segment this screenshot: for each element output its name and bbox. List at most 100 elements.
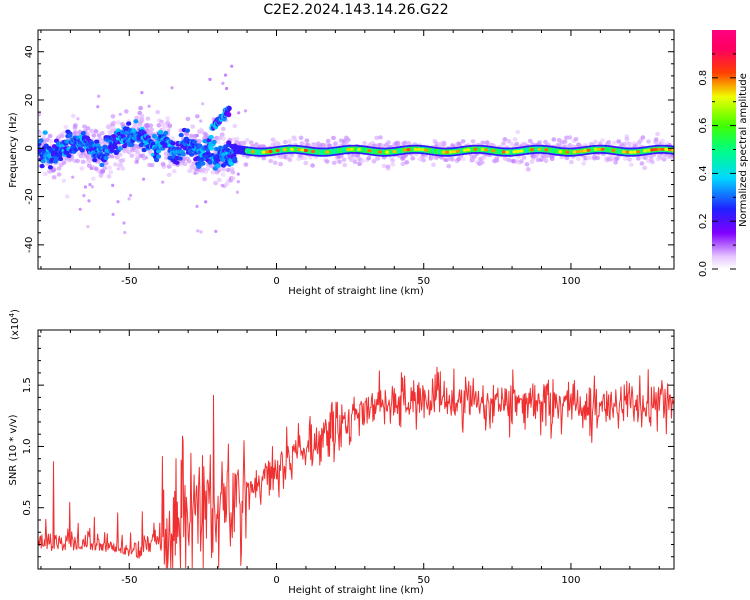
heatmap-cell	[56, 166, 62, 171]
heatmap-cell	[478, 160, 484, 165]
heatmap-cell	[524, 162, 530, 167]
heatmap-cell	[501, 141, 506, 146]
heatmap-cell	[133, 119, 139, 124]
spectrogram-panel: -50 0 50 100 -40 -20 0 20 40 Height of straight…	[8, 29, 749, 297]
heatmap-cell	[421, 158, 426, 163]
heatmap-cell	[198, 169, 202, 173]
heatmap-cell	[78, 207, 82, 211]
heatmap-cell	[374, 156, 380, 161]
y-tick-label: 40	[24, 45, 35, 58]
heatmap-cell	[657, 155, 663, 161]
heatmap-cell	[204, 200, 208, 204]
heatmap-cell	[646, 148, 651, 152]
heatmap-cell	[59, 133, 65, 139]
heatmap-cell	[325, 150, 330, 154]
heatmap-cell	[349, 147, 354, 151]
heatmap-cell	[402, 140, 408, 145]
heatmap-cell	[193, 166, 197, 170]
heatmap-cell	[103, 161, 109, 166]
heatmap-cell	[270, 137, 276, 142]
heatmap-cell	[141, 147, 147, 153]
heatmap-cell	[575, 156, 581, 161]
snr-y-multiplier: (x104)	[8, 309, 21, 340]
heatmap-cell	[420, 148, 425, 152]
heatmap-cell	[484, 148, 489, 152]
heatmap-cell	[216, 177, 222, 183]
heatmap-cell	[241, 140, 247, 145]
heatmap-cell	[356, 147, 361, 152]
heatmap-cell	[521, 155, 527, 160]
heatmap-cell	[117, 146, 123, 151]
heatmap-cell	[378, 135, 383, 140]
heatmap-cell	[111, 120, 117, 125]
heatmap-cell	[254, 142, 259, 147]
y-tick-label: 0.5	[22, 500, 33, 516]
heatmap-cell	[502, 156, 508, 161]
heatmap-cell	[635, 156, 641, 161]
heatmap-cell	[102, 166, 108, 171]
heatmap-cell	[342, 162, 348, 168]
heatmap-cell	[223, 73, 228, 77]
heatmap-cell	[345, 137, 351, 143]
heatmap-cell	[265, 150, 270, 154]
heatmap-cell	[208, 134, 214, 140]
heatmap-cell	[122, 143, 128, 149]
heatmap-cell	[378, 150, 383, 154]
heatmap-cell	[109, 154, 115, 159]
heatmap-cell	[200, 161, 206, 166]
heatmap-cell	[90, 176, 96, 181]
heatmap-cell	[470, 157, 476, 163]
x-tick-label: 50	[417, 575, 430, 586]
colorbar: 0.0 0.2 0.4 0.6 0.8 Normalized spectral ampl…	[698, 30, 749, 277]
heatmap-cell	[102, 144, 108, 149]
heatmap-cell	[646, 139, 651, 144]
heatmap-cell	[194, 114, 200, 119]
heatmap-cell	[38, 138, 44, 143]
heatmap-cell	[512, 137, 518, 142]
heatmap-cell	[299, 141, 305, 146]
heatmap-cell	[268, 149, 273, 154]
heatmap-cell	[162, 127, 167, 132]
heatmap-cell	[85, 126, 91, 131]
heatmap-cell	[324, 159, 330, 164]
x-tick-label: -50	[121, 276, 137, 287]
heatmap-cell	[460, 139, 466, 144]
heatmap-cell	[381, 163, 387, 169]
heatmap-cell	[344, 141, 349, 146]
heatmap-cell	[448, 150, 453, 154]
heatmap-cell	[250, 150, 255, 154]
heatmap-cell	[400, 161, 406, 167]
heatmap-cell	[161, 180, 165, 184]
heatmap-cell	[632, 150, 637, 154]
heatmap-cell	[227, 105, 232, 111]
colorbar-ticks: 0.0 0.2 0.4 0.6 0.8	[698, 53, 736, 277]
y-tick-label: 20	[24, 94, 35, 107]
heatmap-cell	[137, 122, 143, 128]
heatmap-cell	[129, 142, 135, 147]
heatmap-cell	[282, 148, 287, 152]
heatmap-cell	[230, 170, 236, 175]
spectrogram-x-ticks: -50 0 50 100	[40, 30, 660, 287]
heatmap-cell	[140, 91, 144, 95]
heatmap-cell	[86, 225, 90, 229]
heatmap-cell	[226, 140, 232, 145]
heatmap-cell	[42, 171, 48, 177]
heatmap-cell	[118, 112, 122, 116]
heatmap-cell	[431, 162, 436, 167]
snr-y-ticks: 0.5 1.0 1.5	[22, 335, 674, 558]
heatmap-cell	[600, 138, 605, 143]
heatmap-cell	[87, 199, 91, 203]
heatmap-cell	[226, 112, 232, 118]
heatmap-cell	[111, 183, 115, 187]
heatmap-cell	[67, 133, 73, 138]
heatmap-cell	[63, 124, 69, 130]
heatmap-cell	[417, 147, 421, 151]
heatmap-cell	[515, 129, 521, 135]
heatmap-cell	[149, 163, 155, 168]
heatmap-cell	[308, 155, 313, 160]
heatmap-cell	[562, 139, 568, 144]
spectrogram-y-ticks: -40 -20 0 20 40	[24, 39, 674, 270]
heatmap-cell	[366, 155, 372, 161]
heatmap-cell	[229, 161, 235, 166]
heatmap-cell	[653, 137, 659, 142]
